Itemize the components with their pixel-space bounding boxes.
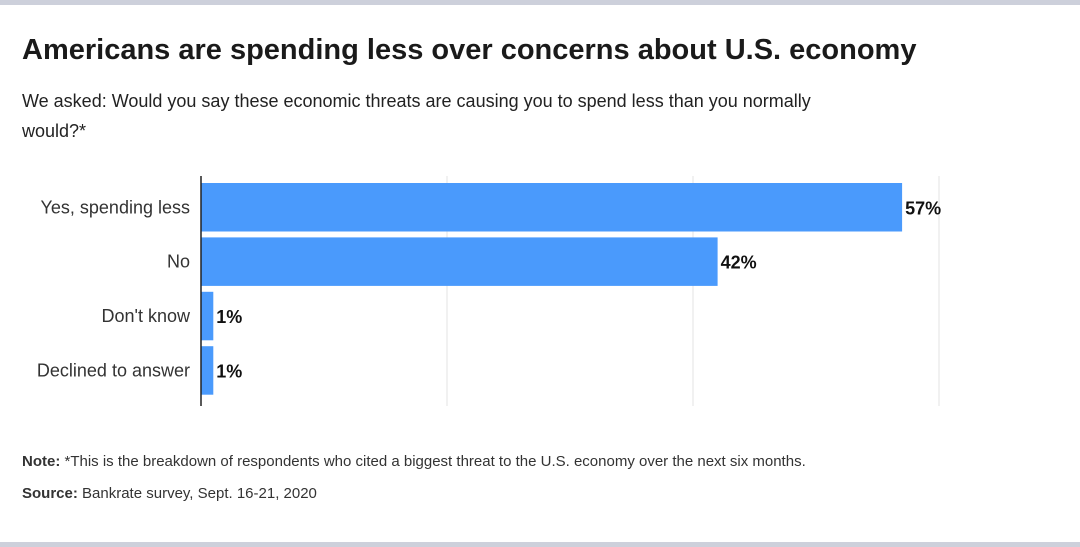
source: Source: Bankrate survey, Sept. 16-21, 20… <box>22 485 317 502</box>
data-label: 57% <box>905 198 941 218</box>
bottom-border <box>0 542 1080 547</box>
chart-subtitle: We asked: Would you say these economic t… <box>22 91 811 141</box>
bar <box>201 183 903 232</box>
source-label: Source: <box>22 485 78 502</box>
bar <box>201 237 718 286</box>
category-label: Yes, spending less <box>41 197 190 217</box>
chart-title: Americans are spending less over concern… <box>22 34 917 66</box>
data-label: 1% <box>216 361 242 381</box>
top-border <box>0 0 1080 5</box>
note-label: Note: <box>22 453 61 470</box>
category-label: Declined to answer <box>37 360 190 380</box>
category-label: Don't know <box>102 306 191 326</box>
data-label: 42% <box>721 253 757 273</box>
category-label: No <box>167 252 190 272</box>
note: Note: *This is the breakdown of responde… <box>22 453 806 470</box>
note-text: *This is the breakdown of respondents wh… <box>64 453 806 470</box>
bar <box>201 291 214 341</box>
data-label: 1% <box>216 307 242 327</box>
source-text: Bankrate survey, Sept. 16-21, 2020 <box>82 485 317 502</box>
bar <box>201 346 214 395</box>
